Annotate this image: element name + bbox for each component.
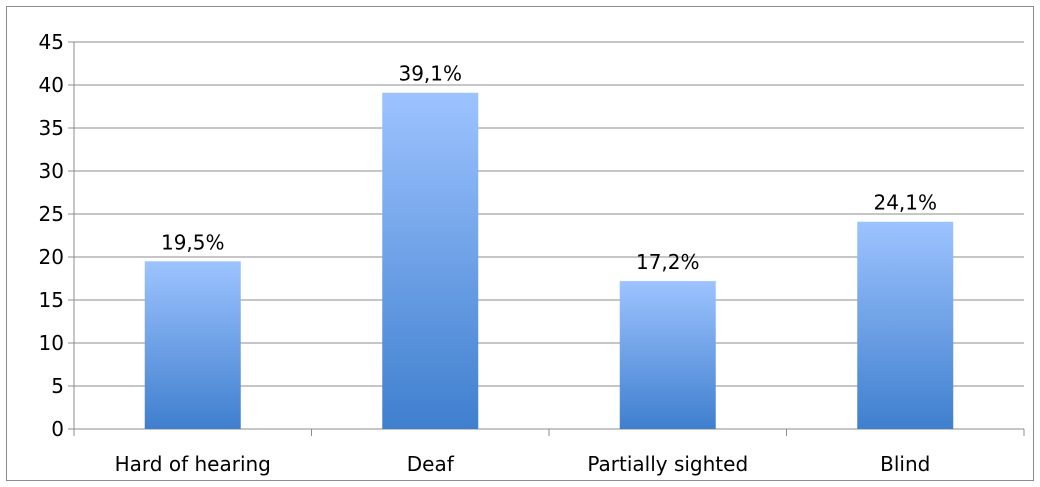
y-tick-label: 40 <box>39 73 64 97</box>
y-tick-label: 25 <box>39 202 64 226</box>
y-tick-label: 35 <box>39 116 64 140</box>
data-label: 17,2% <box>636 250 700 274</box>
bar-blind <box>857 221 954 429</box>
y-tick-label: 20 <box>39 245 64 269</box>
y-tick-label: 10 <box>39 331 64 355</box>
bar-partially-sighted <box>619 281 716 429</box>
x-tick-label: Blind <box>880 452 930 476</box>
y-tick-label: 0 <box>51 417 64 441</box>
x-tick-label: Deaf <box>407 452 455 476</box>
bars <box>144 92 954 430</box>
y-tick-label: 5 <box>51 374 64 398</box>
x-tick-label: Hard of hearing <box>115 452 271 476</box>
data-label: 24,1% <box>873 191 937 215</box>
y-tick-label: 45 <box>39 30 64 54</box>
y-tick-label: 15 <box>39 288 64 312</box>
data-label: 19,5% <box>161 230 225 254</box>
labels: 0 5 10 15 20 25 30 35 40 45 19,5% Hard of hearing 39… <box>39 30 937 476</box>
x-tick-label: Partially sighted <box>587 452 748 476</box>
bar-hard-of-hearing <box>144 261 241 429</box>
data-label: 39,1% <box>398 62 462 86</box>
bar-deaf <box>382 92 479 430</box>
y-tick-label: 30 <box>39 159 64 183</box>
